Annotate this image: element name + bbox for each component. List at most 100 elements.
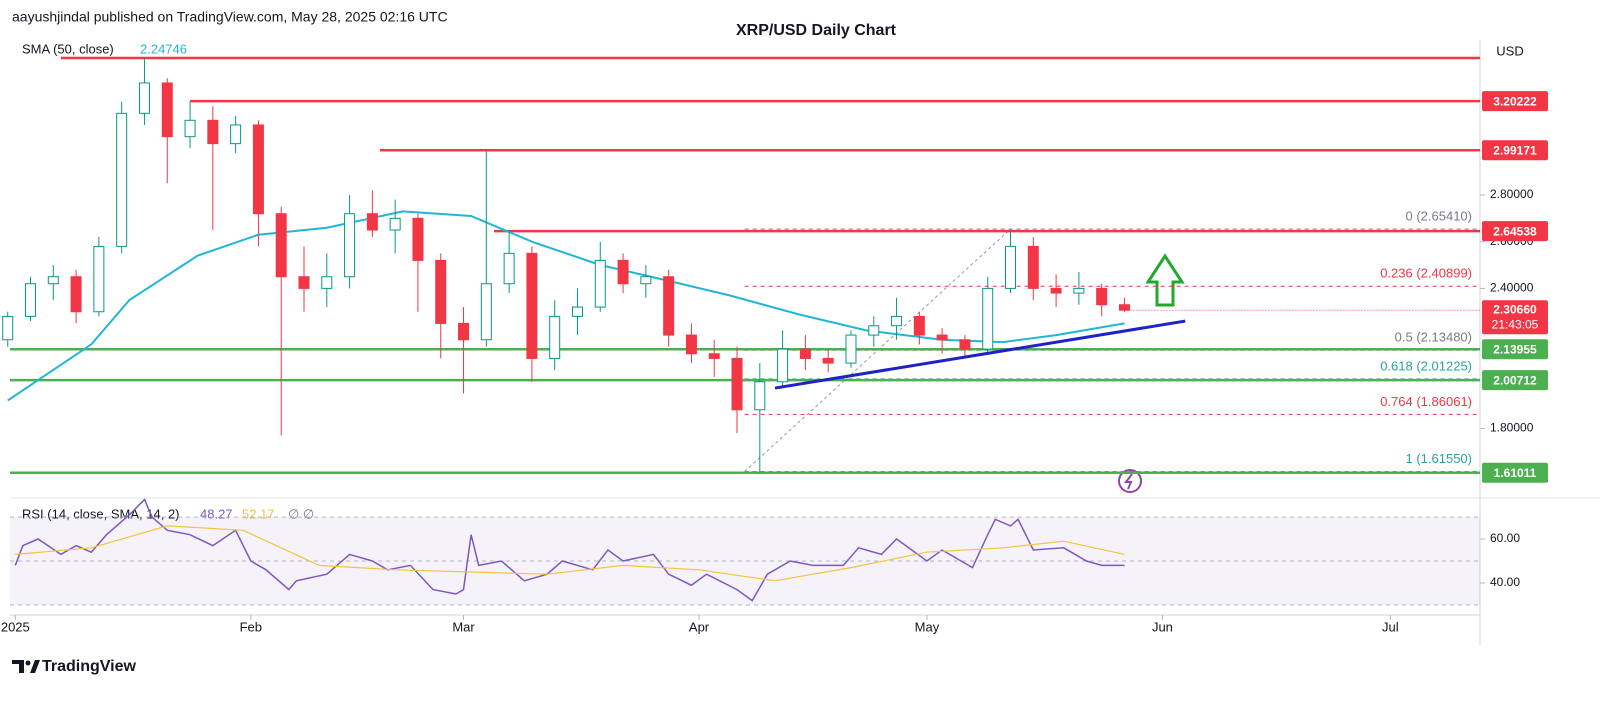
last-price-label: 2.30660	[1493, 302, 1537, 316]
rsi-legend: RSI (14, close, SMA, 14, 2)	[22, 506, 180, 521]
candle-body	[936, 334, 948, 341]
sma-legend-value: 2.24746	[140, 41, 187, 56]
candle-body	[754, 381, 766, 411]
candle-body	[366, 213, 378, 231]
candle-body	[47, 276, 59, 285]
candle-body	[617, 259, 629, 285]
chart-title: XRP/USD Daily Chart	[736, 22, 897, 39]
candle-body	[25, 283, 37, 317]
y-tick-label: 2.40000	[1490, 281, 1534, 295]
level-label: 2.99171	[1493, 143, 1537, 157]
rsi-line	[14, 498, 1125, 602]
level-label: 1.61011	[1494, 466, 1537, 480]
x-tick-label: Jun	[1152, 619, 1173, 634]
logo-mark	[12, 660, 24, 673]
candle-body	[891, 315, 903, 327]
rsi-legend-value: 48.27	[200, 506, 233, 521]
candle-body	[93, 245, 105, 313]
level-box	[1482, 221, 1548, 242]
candle-body	[161, 82, 173, 138]
candle-body	[731, 357, 743, 411]
level-label: 3.20222	[1493, 94, 1537, 108]
candle-body	[526, 252, 538, 359]
candle-body	[822, 357, 834, 364]
logo-mark	[30, 660, 40, 673]
candle-body	[708, 353, 720, 359]
rsi-sma-legend-value: 52.17	[242, 506, 275, 521]
candle-body	[70, 276, 82, 313]
candle-body	[868, 325, 880, 336]
level-label: 2.64538	[1493, 224, 1537, 238]
x-tick-label: Jul	[1382, 619, 1399, 634]
y-tick-label: 2.80000	[1490, 187, 1534, 201]
candle-body	[435, 259, 447, 324]
fib-label: 0.618 (2.01225)	[1380, 358, 1472, 373]
candle-body	[207, 119, 219, 145]
logo-dot	[25, 660, 31, 666]
level-box	[1482, 339, 1548, 360]
candle-body	[321, 276, 333, 289]
fib-label: 0.764 (1.86061)	[1380, 394, 1472, 409]
fib-label: 0 (2.65410)	[1406, 209, 1473, 224]
trendline	[774, 319, 1186, 390]
event-icon-bolt	[1124, 473, 1133, 490]
candle-body	[1027, 245, 1039, 289]
candle-body	[344, 213, 356, 278]
candle-body	[230, 124, 242, 145]
candle-body	[138, 82, 150, 114]
candle-body	[777, 348, 789, 383]
rsi-extra: ∅ ∅	[288, 506, 314, 521]
candle-body	[1073, 287, 1085, 294]
candle-body	[275, 213, 287, 278]
candle-body	[480, 283, 492, 341]
y-tick-label: 1.80000	[1490, 421, 1534, 435]
x-tick-label: May	[915, 619, 940, 634]
candle-body	[1118, 304, 1130, 311]
last-price-box	[1482, 300, 1548, 335]
candle-body	[389, 217, 401, 231]
candle-body	[252, 124, 264, 215]
countdown: 21:43:05	[1492, 317, 1539, 331]
candle-body	[685, 334, 697, 355]
level-box	[1482, 140, 1548, 161]
x-tick-label: Apr	[689, 619, 710, 634]
rsi-y-tick-label: 60.00	[1490, 531, 1520, 545]
level-label: 2.00712	[1493, 373, 1537, 387]
candle-body	[458, 322, 470, 341]
candle-body	[640, 276, 652, 285]
sma-legend: SMA (50, close)	[22, 41, 114, 56]
level-label: 2.13955	[1493, 342, 1537, 356]
candle-body	[594, 259, 606, 308]
up-arrow	[1145, 253, 1185, 307]
candle-body	[298, 276, 310, 289]
candle-body	[913, 315, 925, 336]
x-tick-label: Mar	[452, 619, 475, 634]
candle-body	[1050, 287, 1062, 294]
candle-body	[982, 287, 994, 350]
candle-body	[959, 339, 971, 350]
candle-body	[412, 217, 424, 261]
candle-body	[799, 348, 811, 359]
level-box	[1482, 370, 1548, 391]
candle-body	[571, 306, 583, 317]
level-box	[1482, 91, 1548, 112]
fib-label: 1 (1.61550)	[1406, 451, 1473, 466]
logo-text: TradingView	[42, 658, 137, 675]
candle-body	[549, 315, 561, 359]
candle-body	[1096, 287, 1108, 306]
fib-label: 0.236 (2.40899)	[1380, 266, 1472, 281]
sma-line	[7, 210, 1125, 402]
x-tick-label: Feb	[240, 619, 262, 634]
currency: USD	[1496, 43, 1523, 58]
level-box	[1482, 462, 1548, 483]
candle-body	[845, 334, 857, 364]
fib-label: 0.5 (2.13480)	[1395, 330, 1472, 345]
candle-body	[663, 276, 675, 336]
publisher: aayushjindal published on TradingView.co…	[12, 9, 448, 25]
rsi-line	[15, 525, 1125, 582]
candle-body	[184, 119, 196, 138]
candle-body	[116, 112, 128, 247]
rsi-y-tick-label: 40.00	[1490, 575, 1520, 589]
candle-body	[503, 252, 515, 285]
